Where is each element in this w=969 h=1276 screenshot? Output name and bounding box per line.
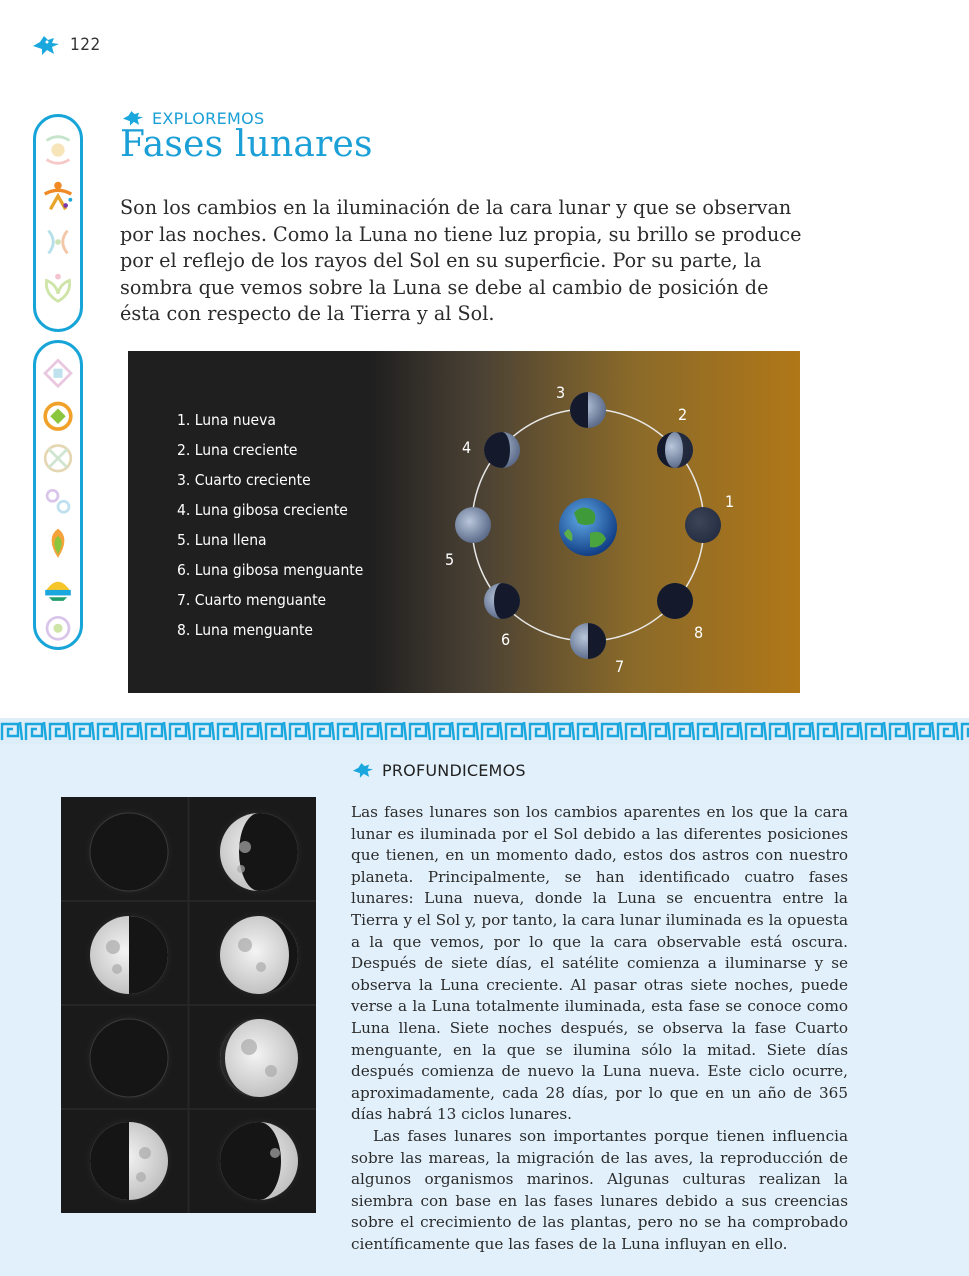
orbit-number: 2 [678, 405, 687, 424]
moon-7-icon [570, 623, 606, 659]
phase-list-item: 7. Cuarto menguante [177, 591, 327, 609]
phase-list-item: 4. Luna gibosa creciente [177, 501, 348, 519]
field-icon-3 [43, 444, 73, 473]
intro-paragraph: Son los cambios en la iluminación de la … [120, 196, 802, 325]
earth-icon [559, 498, 617, 556]
page-number: 122 [70, 35, 101, 55]
orbit-number: 1 [725, 492, 734, 511]
field-icon-6 [45, 581, 71, 601]
axis-icon-2 [43, 181, 73, 211]
grid-moon-new-2-icon [83, 1012, 175, 1104]
field-icon-5 [51, 528, 65, 559]
orbit-number: 7 [615, 657, 624, 676]
fret-pattern [0, 718, 969, 744]
phase-list-item: 8. Luna menguante [177, 621, 314, 639]
page-header: 122 [30, 32, 101, 58]
moon-4-icon [484, 432, 520, 468]
orbit-number: 3 [556, 383, 565, 402]
phase-list-item: 5. Luna llena [177, 531, 267, 549]
phase-list-item: 1. Luna nueva [177, 411, 276, 429]
moon-phases-diagram: 1. Luna nueva 2. Luna creciente 3. Cuart… [128, 351, 800, 693]
field-icon-1 [43, 358, 73, 389]
grid-moon-last-quarter-icon [83, 1115, 175, 1207]
moon-grid-image [61, 797, 316, 1213]
phase-list-item: 6. Luna gibosa menguante [177, 561, 364, 579]
axis-icon-1 [45, 135, 71, 165]
orbit-number: 6 [501, 630, 510, 649]
bird-glyph-icon [353, 763, 373, 778]
field-icon-7 [45, 616, 71, 642]
axis-icon-3 [47, 229, 69, 255]
deepen-label: PROFUNDICEMOS [350, 760, 526, 780]
moon-2-icon [657, 432, 693, 468]
deepen-paragraph-1: Las fases lunares son los cambios aparen… [351, 803, 848, 1124]
deepen-label-text: PROFUNDICEMOS [382, 760, 526, 780]
axis-icon-4 [44, 273, 72, 303]
grid-moon-gibbous-icon [213, 909, 305, 1001]
orbit-number: 5 [445, 550, 454, 569]
grid-moon-crescent-icon [213, 806, 305, 898]
field-icon-4 [45, 488, 71, 514]
bird-glyph-icon [33, 36, 59, 55]
orbit-number: 4 [462, 438, 471, 457]
grid-moon-first-quarter-icon [83, 909, 175, 1001]
explore-label: EXPLOREMOS [120, 108, 264, 128]
grid-moon-new-icon [83, 806, 175, 898]
sidebar-fields-group [33, 340, 83, 650]
orbit-number: 8 [694, 623, 703, 642]
moon-phases-grid [61, 797, 316, 1213]
moon-1-icon [685, 507, 721, 543]
moon-5-icon [455, 507, 491, 543]
phase-list-item: 2. Luna creciente [177, 441, 298, 459]
grid-moon-full-icon [213, 1012, 305, 1104]
decorative-fret-band [0, 718, 969, 744]
moon-3-icon [570, 392, 606, 428]
grid-moon-waning-crescent-icon [213, 1115, 305, 1207]
deepen-paragraph-2: Las fases lunares son importantes porque… [351, 1126, 848, 1253]
phase-list: 1. Luna nueva 2. Luna creciente 3. Cuart… [177, 405, 363, 645]
page-title: Fases lunares [120, 124, 373, 165]
orbit-figure: 1 2 3 4 5 6 7 8 [445, 383, 734, 676]
deepen-body: Las fases lunares son los cambios aparen… [351, 802, 848, 1255]
phase-list-item: 3. Cuarto creciente [177, 471, 311, 489]
field-icon-2 [43, 401, 73, 431]
bird-glyph-icon [123, 111, 143, 126]
moon-8-icon [657, 583, 693, 619]
moon-6-icon [484, 583, 520, 619]
explore-label-text: EXPLOREMOS [152, 108, 265, 128]
sidebar-axes-group [33, 114, 83, 332]
